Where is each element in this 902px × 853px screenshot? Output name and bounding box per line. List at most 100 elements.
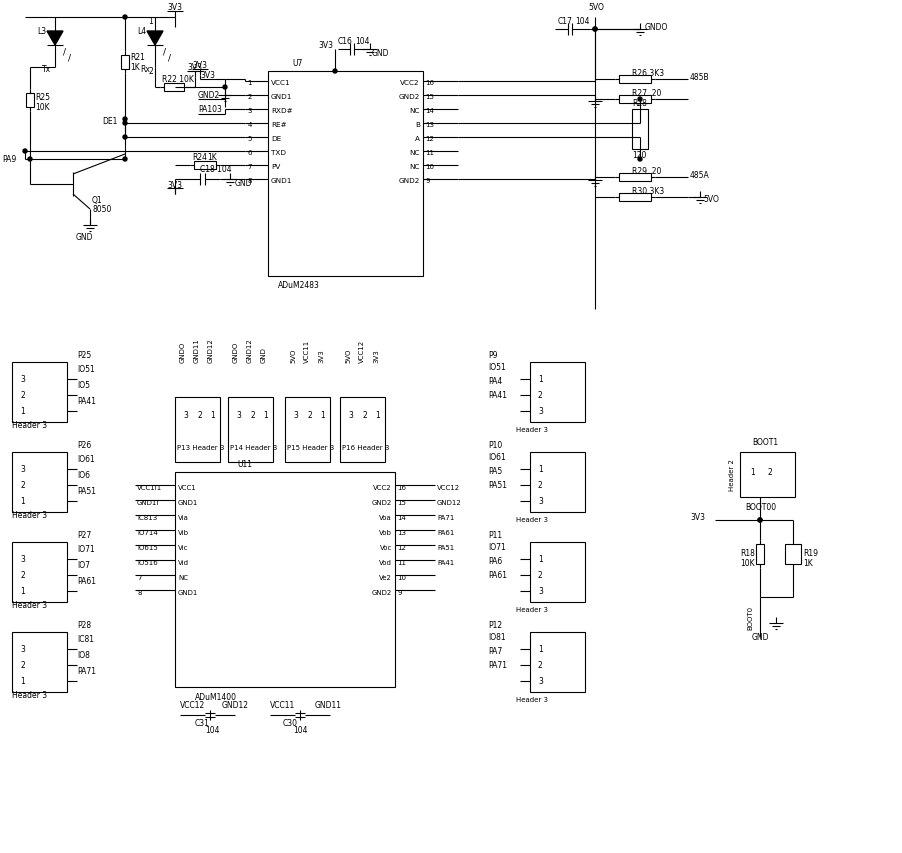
Text: GND: GND [76, 233, 94, 242]
Text: 2: 2 [307, 411, 312, 420]
Text: U11: U11 [237, 460, 253, 469]
Text: Tx: Tx [42, 66, 51, 74]
Polygon shape [47, 32, 63, 46]
Text: C16: C16 [338, 38, 353, 46]
Bar [756, 544, 764, 565]
Text: 3V3: 3V3 [318, 42, 333, 50]
Text: GND12: GND12 [208, 338, 214, 363]
Text: NC: NC [410, 164, 420, 170]
Text: GND: GND [235, 179, 253, 189]
Text: 3: 3 [20, 465, 25, 474]
Bar [530, 363, 585, 422]
Circle shape [123, 136, 127, 140]
Text: 8: 8 [247, 177, 252, 183]
Text: BOOT1: BOOT1 [752, 438, 778, 447]
Text: 485B: 485B [690, 73, 710, 83]
Text: PA41: PA41 [488, 391, 507, 400]
Text: Q1: Q1 [92, 195, 103, 204]
Text: P10: P10 [488, 441, 502, 450]
Text: IO615: IO615 [137, 544, 158, 550]
Text: 3V3: 3V3 [690, 513, 705, 522]
Text: P27: P27 [77, 531, 91, 540]
Text: 8050: 8050 [92, 206, 111, 214]
Text: GNDO: GNDO [645, 24, 668, 32]
Text: 3V3: 3V3 [318, 349, 324, 363]
Bar [632, 110, 648, 150]
Circle shape [28, 158, 32, 162]
Text: 1: 1 [148, 17, 152, 26]
Text: 10: 10 [425, 164, 434, 170]
Text: VCC12: VCC12 [437, 485, 460, 490]
Text: PA51: PA51 [488, 481, 507, 490]
Text: 10: 10 [397, 574, 406, 580]
Circle shape [123, 158, 127, 162]
Text: TXD: TXD [271, 150, 286, 156]
Text: Vid: Vid [178, 560, 189, 566]
Text: Voa: Voa [379, 514, 392, 520]
Bar [12, 363, 67, 422]
Text: GND12: GND12 [222, 700, 249, 710]
Circle shape [638, 98, 642, 102]
Text: VCC2: VCC2 [373, 485, 392, 490]
Text: 485A: 485A [690, 171, 710, 180]
Bar [530, 543, 585, 602]
Circle shape [758, 519, 762, 522]
Text: C17: C17 [558, 17, 573, 26]
Text: RXD#: RXD# [271, 107, 293, 113]
Text: 3: 3 [247, 107, 252, 113]
Text: 2: 2 [248, 94, 252, 100]
Text: /: / [63, 48, 66, 56]
Text: Vic: Vic [178, 544, 189, 550]
Text: 3: 3 [20, 645, 25, 653]
Text: Voc: Voc [380, 544, 392, 550]
Text: R28: R28 [632, 98, 647, 107]
Text: IO5: IO5 [77, 381, 90, 390]
Text: 3: 3 [20, 554, 25, 564]
Text: VCC11: VCC11 [304, 339, 310, 363]
Text: NC: NC [178, 574, 188, 580]
Text: PA4: PA4 [488, 377, 502, 386]
Text: IO6: IO6 [77, 471, 90, 480]
Text: GND2: GND2 [198, 91, 220, 101]
Text: Header 3: Header 3 [12, 511, 47, 519]
Text: IO51: IO51 [77, 365, 95, 374]
Text: 2: 2 [20, 481, 24, 490]
Text: 3V3: 3V3 [192, 61, 207, 71]
Text: 1: 1 [538, 465, 543, 474]
Circle shape [23, 150, 27, 154]
Text: 1K: 1K [803, 558, 813, 567]
Text: 1K: 1K [130, 63, 140, 73]
Text: GND1: GND1 [271, 94, 292, 100]
Text: PA71: PA71 [437, 514, 455, 520]
Text: Vob: Vob [379, 530, 392, 536]
Circle shape [593, 28, 597, 32]
Text: GND: GND [751, 633, 769, 641]
Text: L4: L4 [137, 27, 146, 37]
Circle shape [593, 28, 597, 32]
Text: IC813: IC813 [137, 514, 157, 520]
Bar [530, 632, 585, 692]
Text: PA51: PA51 [437, 544, 455, 550]
Text: P28: P28 [77, 621, 91, 630]
Text: ADuM1400: ADuM1400 [195, 693, 237, 702]
Text: 1: 1 [20, 407, 24, 416]
Bar [175, 397, 220, 462]
Text: 3: 3 [183, 411, 188, 420]
Text: VCC2: VCC2 [400, 80, 420, 86]
Text: PA61: PA61 [488, 571, 507, 580]
Text: 16: 16 [425, 80, 434, 86]
Text: GNDO: GNDO [180, 341, 186, 363]
Text: Header 3: Header 3 [12, 691, 47, 699]
Text: 2: 2 [20, 391, 24, 400]
Circle shape [123, 16, 127, 20]
Text: GND2: GND2 [372, 589, 392, 595]
Text: 2: 2 [768, 468, 773, 477]
Text: Header 3: Header 3 [516, 426, 548, 432]
Text: GND11: GND11 [194, 338, 200, 363]
Text: R19: R19 [803, 548, 818, 557]
Bar [12, 543, 67, 602]
Text: C30: C30 [283, 719, 298, 728]
Text: 2: 2 [362, 411, 367, 420]
Text: 11: 11 [425, 150, 434, 156]
Bar [619, 96, 651, 104]
